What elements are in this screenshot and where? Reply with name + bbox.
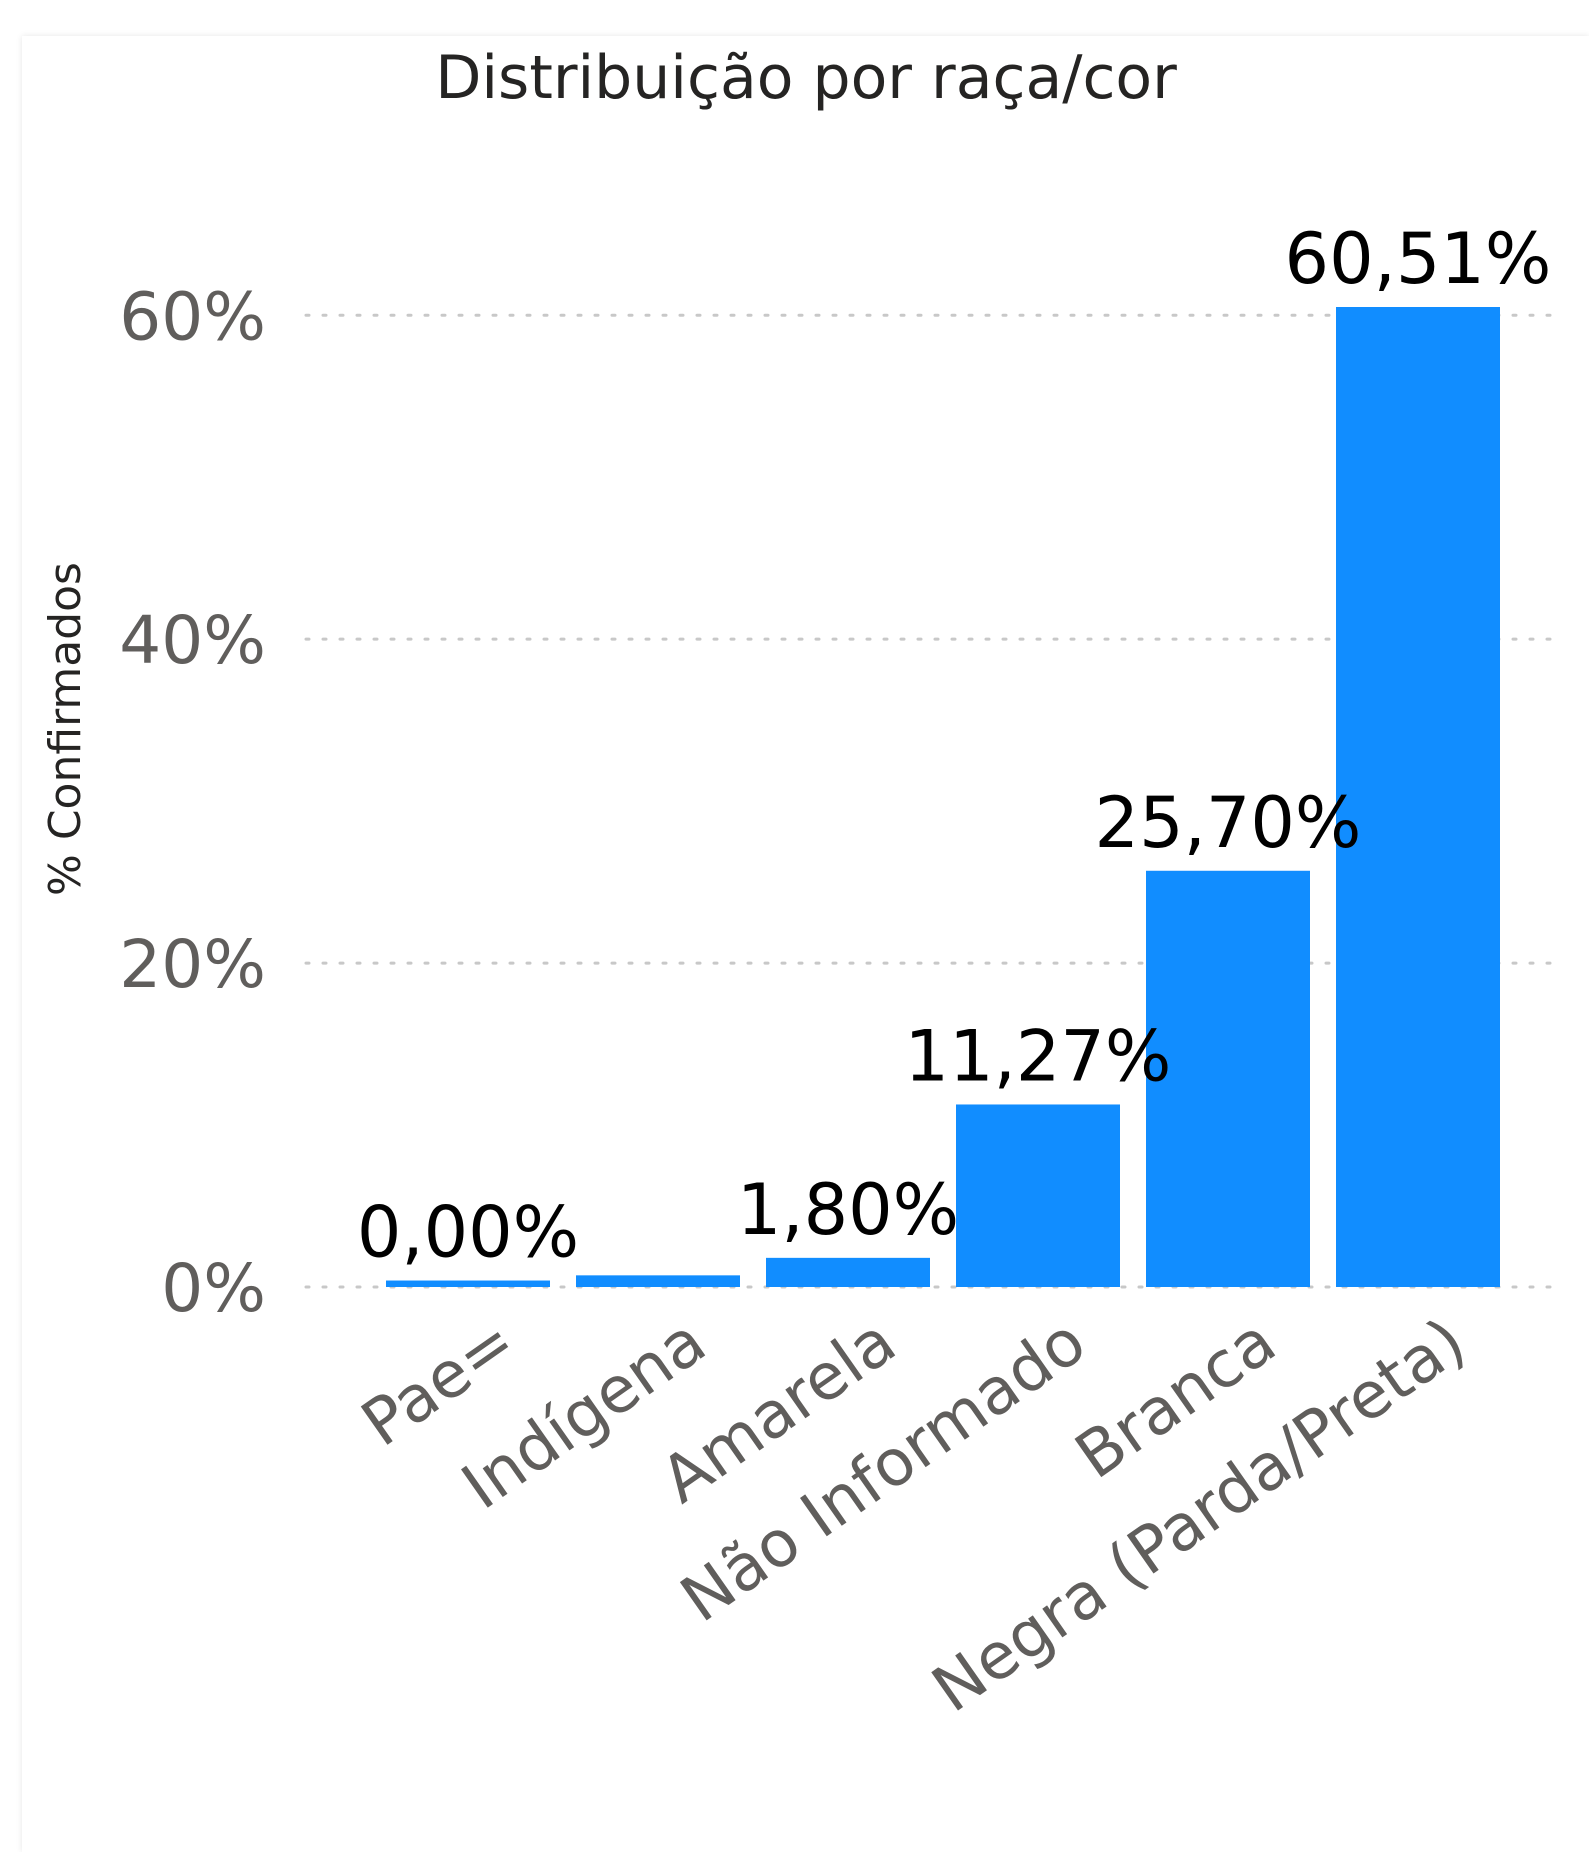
data-label: 25,70% — [1095, 782, 1362, 864]
data-label: 11,27% — [905, 1015, 1172, 1097]
bar[interactable] — [956, 1104, 1120, 1287]
y-axis-ticks: 0% 20% 40% 60% — [119, 278, 266, 1327]
data-label: 60,51% — [1285, 218, 1552, 300]
chart-title: Distribuição por raça/cor — [435, 43, 1177, 113]
bar[interactable] — [1336, 307, 1500, 1287]
bar[interactable] — [576, 1275, 740, 1287]
bar[interactable] — [766, 1257, 930, 1287]
data-labels: 0,00% 1,80% 11,27% 25,70% 60,51% — [357, 218, 1552, 1274]
data-label: 1,80% — [737, 1169, 959, 1251]
chart-card — [22, 36, 1589, 1852]
bars — [386, 307, 1500, 1287]
y-tick-label: 20% — [119, 926, 266, 1003]
gridlines — [304, 313, 1564, 1289]
y-tick-label: 60% — [119, 278, 266, 355]
y-tick-label: 0% — [161, 1250, 266, 1327]
y-axis-label: % Confirmados — [40, 562, 91, 896]
bar[interactable] — [386, 1280, 550, 1287]
data-label: 0,00% — [357, 1192, 579, 1274]
bar[interactable] — [1146, 870, 1310, 1287]
y-tick-label: 40% — [119, 602, 266, 679]
